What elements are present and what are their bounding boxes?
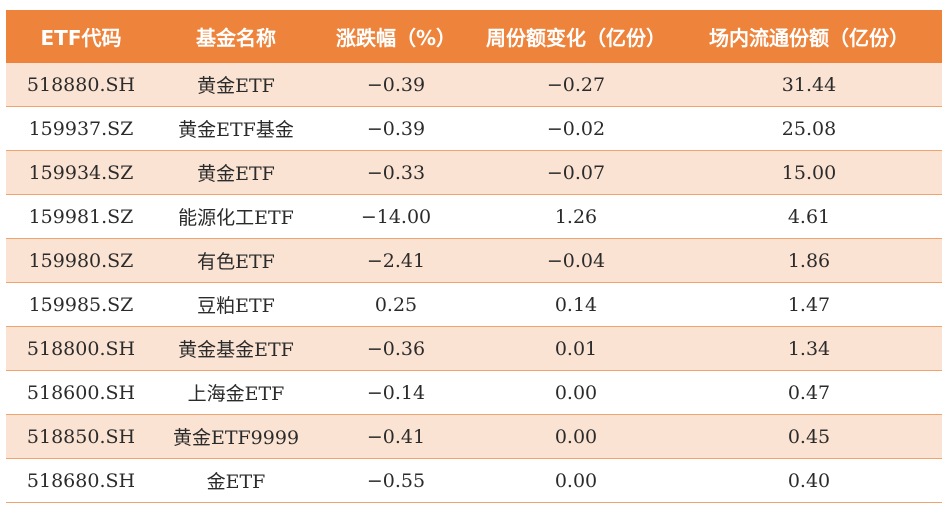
cell-weekly-share-change: 0.00 bbox=[476, 414, 676, 459]
table-body: 518880.SH 黄金ETF −0.39 −0.27 31.44 159937… bbox=[6, 63, 942, 503]
header-fund-name: 基金名称 bbox=[156, 10, 316, 63]
table-row: 518850.SH 黄金ETF9999 −0.41 0.00 0.45 bbox=[6, 414, 942, 459]
header-weekly-share-change: 周份额变化（亿份） bbox=[476, 10, 676, 63]
cell-change-pct: −0.39 bbox=[316, 106, 476, 151]
table-header: ETF代码 基金名称 涨跌幅（%） 周份额变化（亿份） 场内流通份额（亿份） bbox=[6, 10, 942, 63]
cell-weekly-share-change: 0.00 bbox=[476, 458, 676, 503]
table-row: 518800.SH 黄金基金ETF −0.36 0.01 1.34 bbox=[6, 326, 942, 371]
cell-change-pct: −0.39 bbox=[316, 63, 476, 107]
cell-circulating-shares: 1.34 bbox=[676, 326, 942, 371]
cell-weekly-share-change: −0.02 bbox=[476, 106, 676, 151]
cell-circulating-shares: 4.61 bbox=[676, 194, 942, 239]
cell-change-pct: −0.41 bbox=[316, 414, 476, 459]
table-row: 159980.SZ 有色ETF −2.41 −0.04 1.86 bbox=[6, 238, 942, 283]
cell-weekly-share-change: 0.14 bbox=[476, 282, 676, 327]
cell-fund-name: 金ETF bbox=[156, 458, 316, 503]
cell-weekly-share-change: −0.07 bbox=[476, 150, 676, 195]
cell-circulating-shares: 0.40 bbox=[676, 458, 942, 503]
cell-weekly-share-change: 0.01 bbox=[476, 326, 676, 371]
cell-circulating-shares: 0.47 bbox=[676, 370, 942, 415]
cell-etf-code: 518850.SH bbox=[6, 414, 156, 459]
cell-etf-code: 159980.SZ bbox=[6, 238, 156, 283]
cell-circulating-shares: 31.44 bbox=[676, 63, 942, 107]
cell-weekly-share-change: 1.26 bbox=[476, 194, 676, 239]
cell-change-pct: −0.14 bbox=[316, 370, 476, 415]
cell-etf-code: 159934.SZ bbox=[6, 150, 156, 195]
cell-change-pct: 0.25 bbox=[316, 282, 476, 327]
cell-change-pct: −2.41 bbox=[316, 238, 476, 283]
header-row: ETF代码 基金名称 涨跌幅（%） 周份额变化（亿份） 场内流通份额（亿份） bbox=[6, 10, 942, 63]
table-row: 518600.SH 上海金ETF −0.14 0.00 0.47 bbox=[6, 370, 942, 415]
cell-change-pct: −0.33 bbox=[316, 150, 476, 195]
cell-weekly-share-change: −0.04 bbox=[476, 238, 676, 283]
cell-etf-code: 159937.SZ bbox=[6, 106, 156, 151]
cell-etf-code: 518600.SH bbox=[6, 370, 156, 415]
header-circulating-shares: 场内流通份额（亿份） bbox=[676, 10, 942, 63]
header-etf-code: ETF代码 bbox=[6, 10, 156, 63]
etf-table: ETF代码 基金名称 涨跌幅（%） 周份额变化（亿份） 场内流通份额（亿份） 5… bbox=[6, 10, 942, 503]
cell-etf-code: 518800.SH bbox=[6, 326, 156, 371]
cell-fund-name: 黄金基金ETF bbox=[156, 326, 316, 371]
cell-circulating-shares: 0.45 bbox=[676, 414, 942, 459]
cell-circulating-shares: 1.47 bbox=[676, 282, 942, 327]
cell-etf-code: 159981.SZ bbox=[6, 194, 156, 239]
cell-fund-name: 黄金ETF9999 bbox=[156, 414, 316, 459]
cell-fund-name: 能源化工ETF bbox=[156, 194, 316, 239]
cell-fund-name: 黄金ETF基金 bbox=[156, 106, 316, 151]
cell-etf-code: 518880.SH bbox=[6, 63, 156, 107]
cell-fund-name: 黄金ETF bbox=[156, 150, 316, 195]
table-row: 159937.SZ 黄金ETF基金 −0.39 −0.02 25.08 bbox=[6, 106, 942, 151]
cell-change-pct: −14.00 bbox=[316, 194, 476, 239]
cell-circulating-shares: 25.08 bbox=[676, 106, 942, 151]
cell-change-pct: −0.55 bbox=[316, 458, 476, 503]
cell-fund-name: 豆粕ETF bbox=[156, 282, 316, 327]
etf-table-container: ETF代码 基金名称 涨跌幅（%） 周份额变化（亿份） 场内流通份额（亿份） 5… bbox=[6, 10, 942, 503]
header-change-pct: 涨跌幅（%） bbox=[316, 10, 476, 63]
cell-etf-code: 518680.SH bbox=[6, 458, 156, 503]
cell-weekly-share-change: −0.27 bbox=[476, 63, 676, 107]
table-row: 159981.SZ 能源化工ETF −14.00 1.26 4.61 bbox=[6, 194, 942, 239]
table-row: 159985.SZ 豆粕ETF 0.25 0.14 1.47 bbox=[6, 282, 942, 327]
table-row: 518680.SH 金ETF −0.55 0.00 0.40 bbox=[6, 458, 942, 503]
cell-fund-name: 有色ETF bbox=[156, 238, 316, 283]
cell-fund-name: 黄金ETF bbox=[156, 63, 316, 107]
cell-change-pct: −0.36 bbox=[316, 326, 476, 371]
cell-etf-code: 159985.SZ bbox=[6, 282, 156, 327]
table-row: 159934.SZ 黄金ETF −0.33 −0.07 15.00 bbox=[6, 150, 942, 195]
cell-fund-name: 上海金ETF bbox=[156, 370, 316, 415]
cell-circulating-shares: 15.00 bbox=[676, 150, 942, 195]
cell-weekly-share-change: 0.00 bbox=[476, 370, 676, 415]
table-row: 518880.SH 黄金ETF −0.39 −0.27 31.44 bbox=[6, 63, 942, 107]
cell-circulating-shares: 1.86 bbox=[676, 238, 942, 283]
